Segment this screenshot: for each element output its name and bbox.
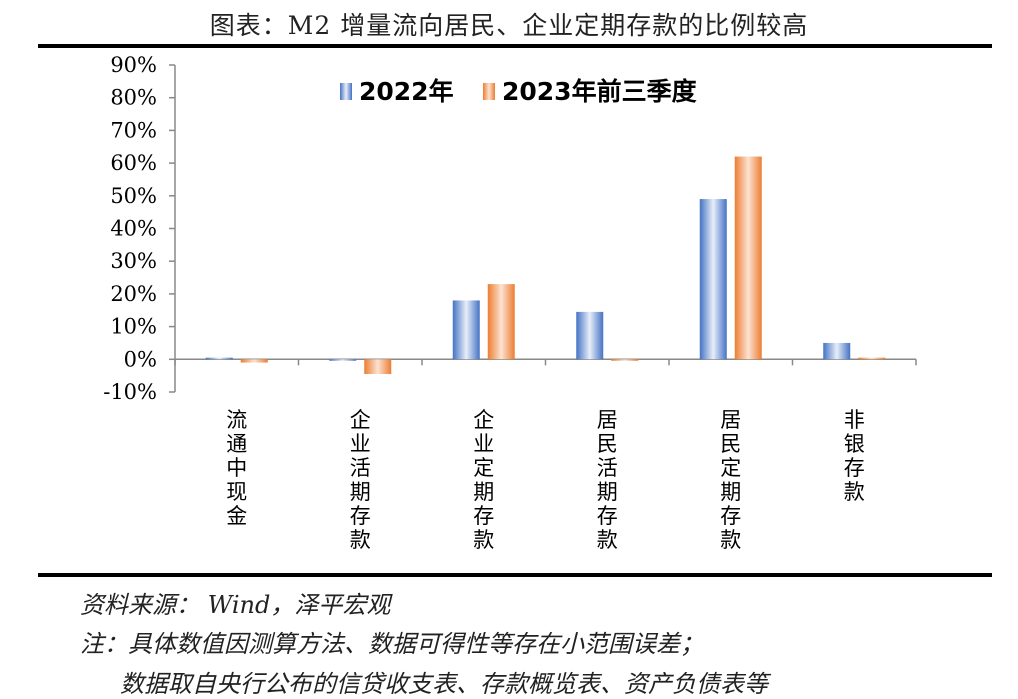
bar-2022-4 (699, 199, 727, 360)
bottom-rule (38, 573, 992, 577)
legend-swatch-1 (483, 83, 495, 100)
bar-2023-1 (364, 359, 392, 375)
legend-label-0: 2022年 (359, 77, 454, 106)
bar-2023-4 (734, 156, 762, 360)
method-note: 注：具体数值因测算方法、数据可得性等存在小范围误差； (80, 630, 704, 658)
x-category-label: 企业活期存款 (350, 408, 371, 552)
bar-2022-3 (576, 311, 604, 360)
y-tick-label: 30% (110, 249, 157, 273)
x-category-label: 居民活期存款 (597, 408, 618, 552)
y-tick-label: 70% (110, 118, 157, 142)
source-note: 资料来源： Wind，泽平宏观 (80, 591, 391, 619)
method-note-continued: 数据取自央行公布的信贷收支表、存款概览表、资产负债表等 (120, 670, 768, 698)
chart-title: 图表：M2 增量流向居民、企业定期存款的比例较高 (209, 11, 809, 40)
x-category-label: 非银存款 (844, 408, 865, 504)
top-rule (38, 44, 992, 48)
bar-2023-3 (611, 359, 639, 361)
y-tick-label: 90% (110, 53, 157, 77)
bar-2023-0 (240, 359, 268, 363)
y-tick-label: 10% (110, 315, 157, 339)
y-tick-label: 20% (110, 282, 157, 306)
bar-chart: -10% 0% 10% 20% 30% 40% 50% 60% 70% 80% 90% 流通中现金 企业… (103, 53, 917, 552)
bar-2022-2 (452, 300, 480, 360)
bar-2022-0 (205, 357, 233, 360)
x-category-label: 企业定期存款 (473, 408, 494, 552)
y-tick-label: -10% (103, 380, 157, 404)
bar-2022-1 (329, 359, 357, 361)
y-tick-label: 40% (110, 217, 157, 241)
bar-2022-5 (823, 342, 851, 360)
bar-2023-2 (487, 284, 515, 360)
legend-swatch-0 (340, 83, 352, 100)
x-category-label: 流通中现金 (226, 408, 247, 528)
x-category-label: 居民定期存款 (720, 408, 741, 552)
y-tick-label: 60% (110, 151, 157, 175)
y-tick-label: 80% (110, 86, 157, 110)
y-tick-label: 50% (110, 184, 157, 208)
bar-2023-5 (858, 357, 886, 360)
y-tick-label: 0% (124, 347, 157, 371)
legend-label-1: 2023年前三季度 (502, 77, 697, 106)
